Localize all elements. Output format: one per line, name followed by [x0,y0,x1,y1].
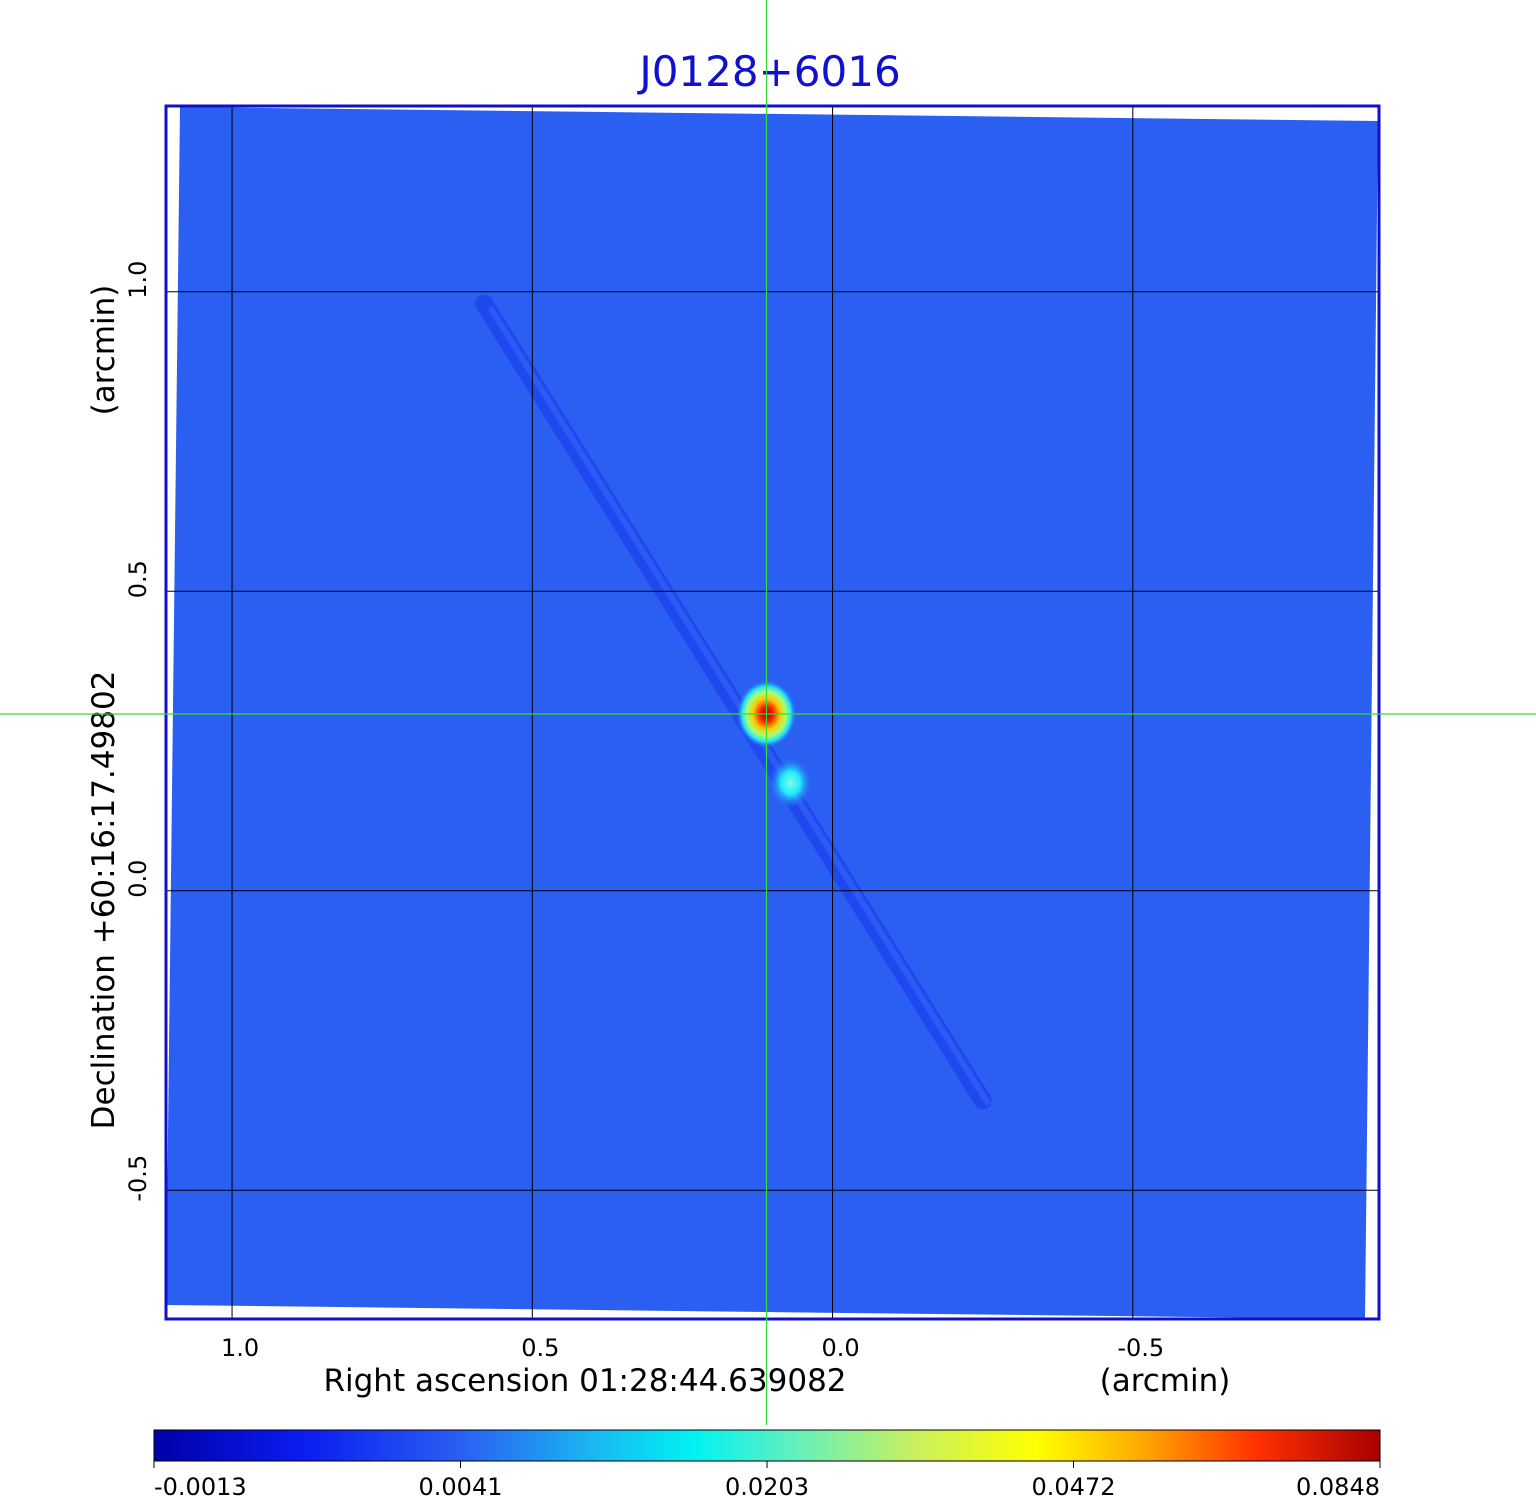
y-axis-label: Declination +60:16:17.49802 [86,671,122,1130]
y-tick-label: 0.0 [124,860,152,898]
x-tick-label: 0.5 [521,1334,559,1362]
plot-frame [164,104,1381,1321]
y-tick-label: 1.0 [124,261,152,299]
colorbar-tick-labels: -0.0013 0.0041 0.0203 0.0472 0.0848 [153,1461,1381,1500]
y-axis-unit-label: (arcmin) [86,285,122,416]
x-tick-label: 1.0 [221,1334,259,1362]
chart-title: J0128+6016 [636,47,900,96]
colorbar-tick-label: 0.0203 [725,1473,809,1500]
colorbar-tick-label: -0.0013 [154,1473,247,1500]
colorbar-tick-label: 0.0472 [1032,1473,1116,1500]
y-tick-label: -0.5 [124,1155,152,1202]
x-tick-labels: 1.0 0.5 0.0 -0.5 [221,1334,1164,1362]
x-axis-label: Right ascension 01:28:44.639082 [323,1363,846,1399]
crosshair [0,0,1536,1425]
y-tick-label: 0.5 [124,560,152,598]
source-secondary [768,756,813,809]
x-tick-label: -0.5 [1117,1334,1164,1362]
x-tick-label: 0.0 [821,1334,859,1362]
coordinate-grid [166,106,1379,1319]
colorbar-tick-label: 0.0848 [1296,1473,1380,1500]
y-tick-labels: -0.5 0.0 0.5 1.0 [124,261,152,1202]
colorbar [153,1429,1381,1462]
image-area [166,106,1379,1319]
x-axis-unit-label: (arcmin) [1100,1363,1231,1399]
colorbar-tick-label: 0.0041 [419,1473,503,1500]
